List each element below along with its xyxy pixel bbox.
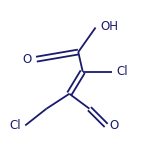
Text: Cl: Cl [116, 65, 128, 78]
Text: O: O [23, 53, 32, 66]
Text: Cl: Cl [9, 119, 21, 132]
Text: OH: OH [100, 20, 118, 33]
Text: O: O [109, 119, 119, 132]
